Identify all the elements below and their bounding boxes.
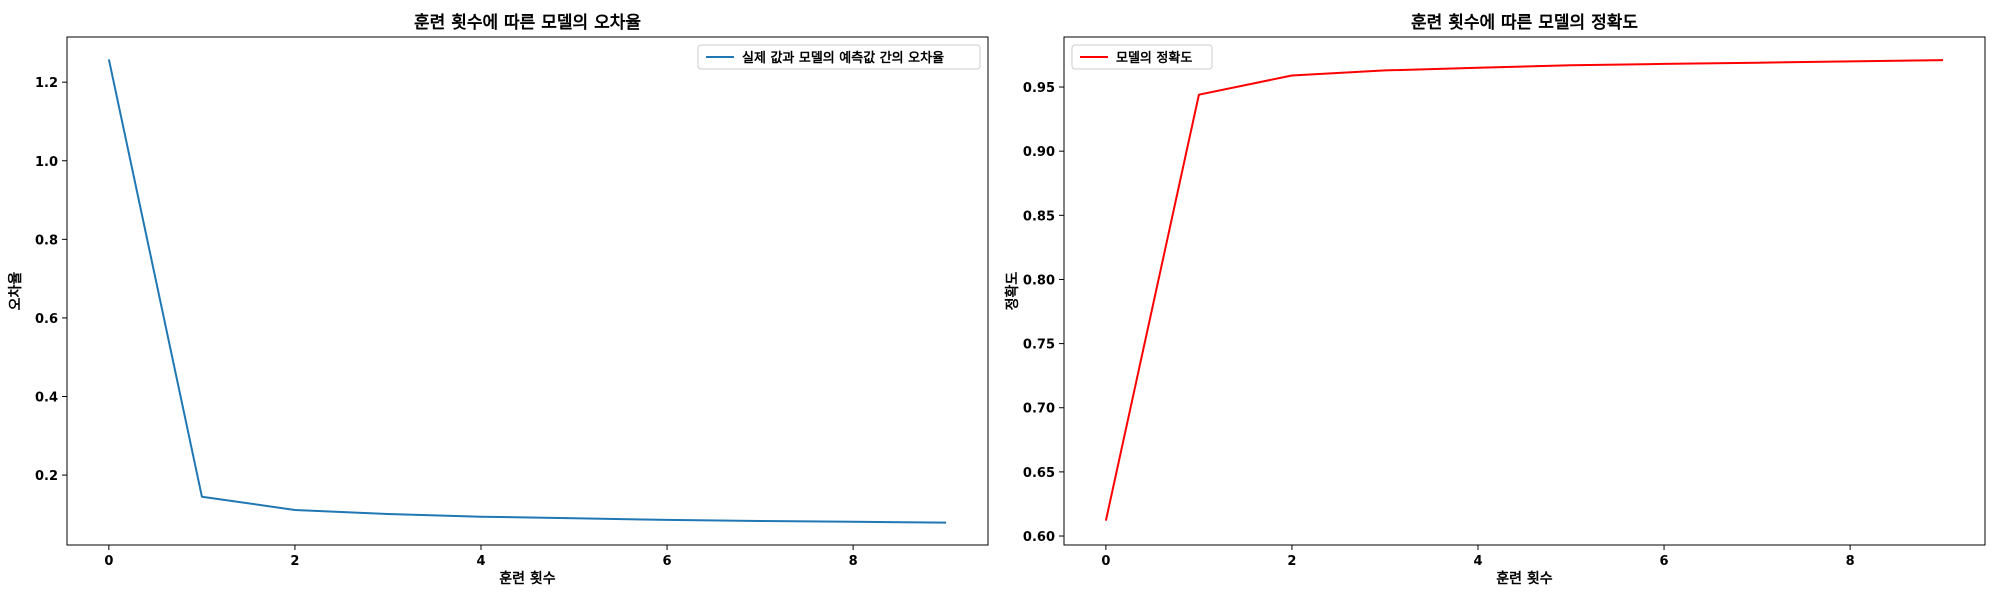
chart-1-y-tick-label: 0.8 xyxy=(35,233,58,248)
chart-1-legend-box xyxy=(697,44,981,70)
chart-1-y-tick-label: 0.4 xyxy=(35,390,58,405)
chart-1-y-axis-label: 오차율 xyxy=(7,272,24,311)
chart-1-y-tick-label: 1.0 xyxy=(35,155,58,170)
chart-2-y-tick-label: 0.60 xyxy=(1023,530,1055,545)
chart-1-plot-frame xyxy=(66,36,989,546)
chart-2-legend-label: 모델의 정확도 xyxy=(1116,50,1192,66)
chart-2-y-tick-label: 0.65 xyxy=(1023,466,1055,481)
chart-1-y-tick-label: 0.6 xyxy=(35,312,58,327)
chart-2-y-axis-label: 정확도 xyxy=(1004,272,1021,311)
chart-1-x-tick-label: 8 xyxy=(849,554,858,569)
chart-2-x-tick-label: 6 xyxy=(1660,554,1669,569)
chart-1-x-axis-label: 훈련 횟수 xyxy=(499,570,556,587)
chart-2-x-tick-label: 0 xyxy=(1101,554,1110,569)
chart-1-x-tick-label: 2 xyxy=(290,554,299,569)
chart-2-group: 훈련 횟수에 따른 모델의 정확도 0 2 4 6 8 0.60 0.65 0.70 0.75 0.… xyxy=(1004,12,1986,587)
chart-2-y-tick-label: 0.70 xyxy=(1023,402,1055,417)
chart-2-x-tick-label: 2 xyxy=(1287,554,1296,569)
chart-1-title: 훈련 횟수에 따른 모델의 오차율 xyxy=(414,12,641,33)
chart-1-y-tick-label: 1.2 xyxy=(35,76,58,91)
chart-1-legend-label: 실제 값과 모델의 예측값 간의 오차율 xyxy=(742,50,944,66)
chart-2-series-line-1 xyxy=(1104,59,1944,521)
chart-2-x-axis-label: 훈련 횟수 xyxy=(1496,570,1553,587)
chart-2-x-tick-label: 4 xyxy=(1473,554,1482,569)
chart-2-y-tick-label: 0.75 xyxy=(1023,338,1055,353)
chart-2-y-tick-label: 0.95 xyxy=(1023,81,1055,96)
chart-2-legend-box xyxy=(1071,44,1213,70)
chart-1-y-tick-label: 0.2 xyxy=(35,469,58,484)
chart-1-x-tick-label: 0 xyxy=(104,554,113,569)
chart-1-series-line-1 xyxy=(107,59,947,524)
chart-2-x-tick-label: 8 xyxy=(1846,554,1855,569)
chart-2-y-tick-label: 0.80 xyxy=(1023,273,1055,288)
chart-1-x-tick-label: 6 xyxy=(663,554,672,569)
chart-2-y-tick-label: 0.85 xyxy=(1023,209,1055,224)
chart-2-title: 훈련 횟수에 따른 모델의 정확도 xyxy=(1411,12,1638,33)
chart-2-y-tick-label: 0.90 xyxy=(1023,145,1055,160)
chart-1-x-tick-label: 4 xyxy=(476,554,485,569)
chart-2-plot-frame xyxy=(1063,36,1986,546)
chart-1-group: 훈련 횟수에 따른 모델의 오차율 0 2 4 6 8 0.2 0.4 0.6 0.8 1.0 1.2… xyxy=(7,12,989,587)
